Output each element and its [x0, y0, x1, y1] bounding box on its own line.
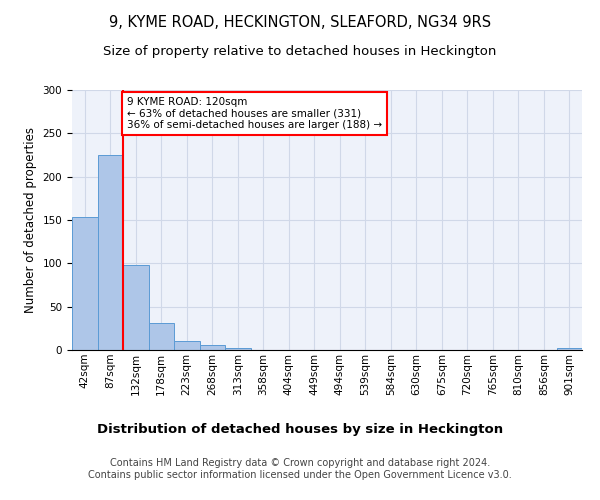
Text: Contains HM Land Registry data © Crown copyright and database right 2024.
Contai: Contains HM Land Registry data © Crown c…	[88, 458, 512, 480]
Bar	[199, 345, 225, 350]
Text: 9 KYME ROAD: 120sqm
← 63% of detached houses are smaller (331)
36% of semi-detac: 9 KYME ROAD: 120sqm ← 63% of detached ho…	[127, 97, 382, 130]
Bar	[123, 265, 149, 350]
Bar	[225, 348, 251, 350]
Y-axis label: Number of detached properties: Number of detached properties	[24, 127, 37, 313]
Text: 9, KYME ROAD, HECKINGTON, SLEAFORD, NG34 9RS: 9, KYME ROAD, HECKINGTON, SLEAFORD, NG34…	[109, 15, 491, 30]
Bar	[149, 323, 174, 350]
Text: Distribution of detached houses by size in Heckington: Distribution of detached houses by size …	[97, 422, 503, 436]
Bar	[557, 348, 582, 350]
Text: Size of property relative to detached houses in Heckington: Size of property relative to detached ho…	[103, 45, 497, 58]
Bar	[174, 342, 199, 350]
Bar	[72, 218, 97, 350]
Bar	[97, 155, 123, 350]
